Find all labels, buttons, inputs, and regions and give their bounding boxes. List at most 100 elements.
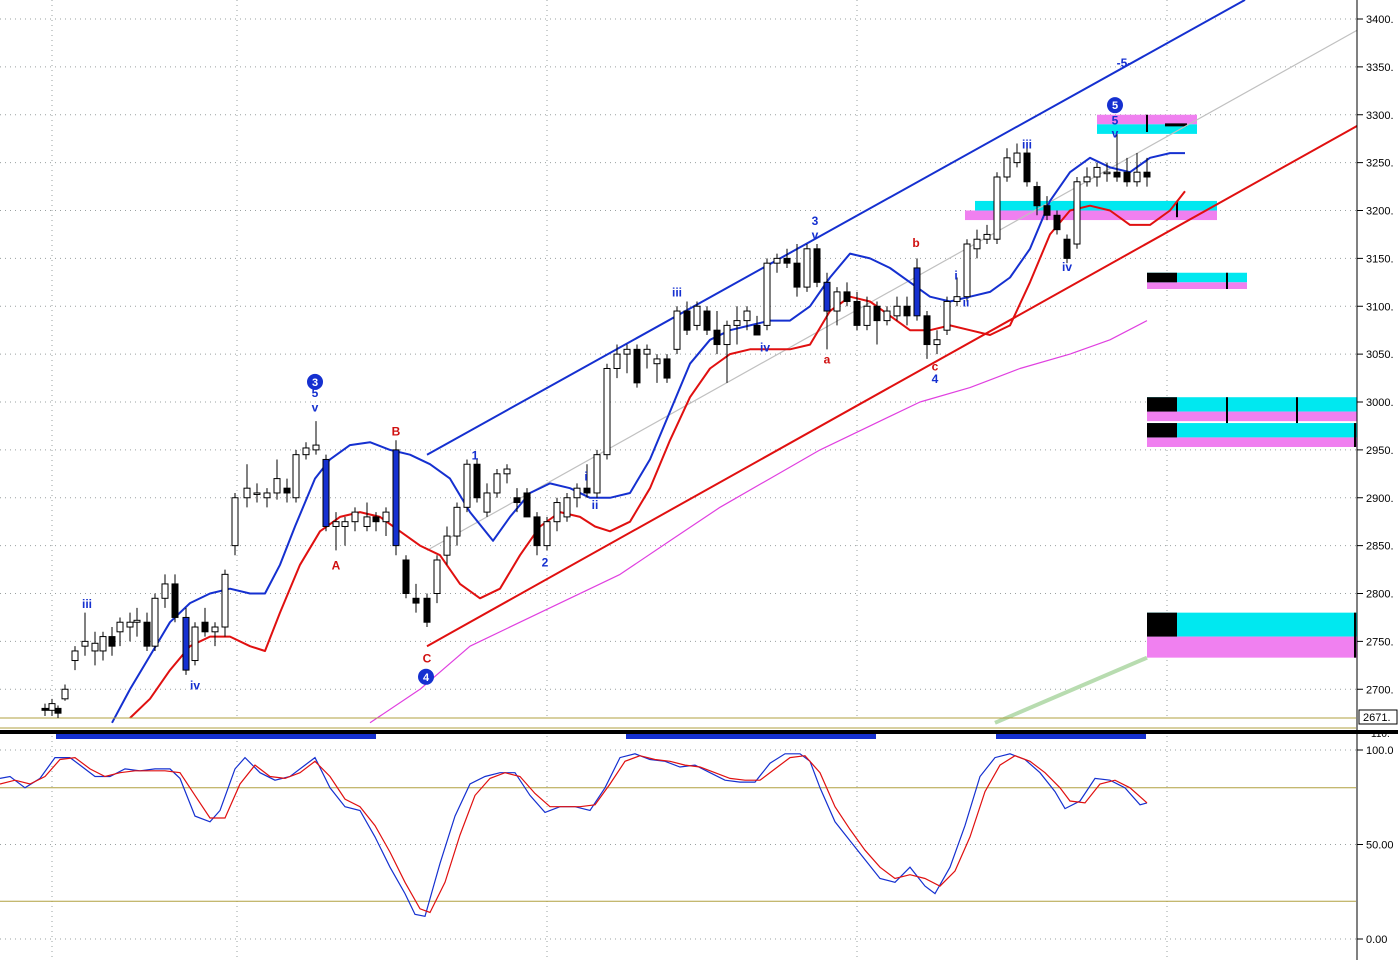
green-trend-line [994,655,1148,725]
price-zone [965,210,1217,221]
wave-label: ii [963,295,970,309]
wave-label: iii [82,597,92,611]
candle-up [126,621,134,628]
candle-down [753,324,761,336]
wave-label: v [812,228,819,242]
candle-up [593,454,601,494]
candle-up [151,597,159,647]
candle-down [1043,205,1051,216]
candle-down [1033,186,1041,207]
candle-up [191,626,199,662]
candle-up [231,497,239,547]
candle-down [843,291,851,302]
price-tick-label: 3300. [1366,110,1394,122]
wave-label: B [392,425,401,439]
wave-label: iv [760,340,770,354]
candle-up [1083,176,1091,183]
candle-up [893,305,901,317]
candle-down [171,583,179,618]
zone-tick [1165,123,1187,127]
price-tick-label: 2850. [1366,541,1394,553]
wave-label: 3 [812,214,819,228]
wave-label: ii [592,498,599,512]
candle-up [1093,166,1101,178]
candle-up [773,257,781,264]
candle-up [573,487,581,499]
candle-up [1103,171,1111,175]
wave-label: i [954,268,957,282]
candle-down [372,516,380,523]
price-tick-label: 3400. [1366,14,1394,26]
candle-down [533,516,541,547]
price-zone [1147,612,1177,637]
candle-up [723,324,731,346]
candle-down [913,267,921,317]
candle-up [263,492,271,499]
candle-up [273,478,281,494]
candle-down [143,621,151,647]
candle-down [873,305,881,322]
candle-up [1133,171,1141,183]
candle-down [513,497,521,504]
wave-label: v [1112,127,1119,141]
candle-down [583,487,591,494]
candle-up [763,262,771,326]
wave-labels: iiiiv5vABC12iiiiiiiv3vabc4iiiiiiiv5v-5-3… [82,56,1131,692]
candle-down [1143,171,1151,178]
candle-down [201,621,209,633]
osc-top-label: 110. [1371,729,1390,740]
price-zone [1147,397,1360,412]
candle-down [713,329,721,346]
upper-channel-line [426,0,1246,456]
candle-down [923,315,931,346]
price-zone [1147,437,1360,448]
candle-down [783,257,791,264]
candle-up [653,358,661,365]
circled-label-text: 4 [423,672,430,684]
candle-down [1053,214,1061,231]
price-zones [965,114,1360,658]
circled-label-bg [1107,97,1123,114]
circled-label-bg [307,373,323,390]
candle-down [473,463,481,499]
mid-channel-line [426,28,1361,551]
price-zone [1147,282,1247,290]
candle-up [363,516,371,527]
candle-up [453,506,461,537]
candle-up [243,487,251,499]
candle-down [903,305,911,317]
price-grid [0,0,1356,960]
candle-up [382,511,390,523]
price-tick-label: 2950. [1366,445,1394,457]
candle-down [1113,171,1121,178]
candle-down [423,597,431,623]
candle-up [81,640,89,647]
candle-up [933,339,941,346]
price-zone [1147,272,1177,283]
stochastic-panel [0,734,1356,917]
candle-up [743,310,751,322]
candle-up [1013,152,1021,164]
price-tick-label: 3100. [1366,301,1394,313]
price-zone [1147,411,1360,422]
stochastic-d-line [0,755,1148,914]
candle-up [883,310,891,322]
osc-tick-label: 50.00 [1366,840,1394,852]
candle-up [863,305,871,326]
candle-down [683,310,691,331]
candle-up [503,468,511,475]
candle-up [48,703,56,711]
candle-down [523,492,531,518]
candle-up [433,559,441,594]
candle-up [623,348,631,355]
candle-up [443,535,451,556]
candle-up [332,521,340,527]
price-zone [1147,423,1360,438]
wave-label: 5 [312,386,319,400]
price-axis-bg [1357,0,1398,730]
candle-up [341,521,349,527]
candle-down [703,310,711,331]
candle-up [693,305,701,326]
